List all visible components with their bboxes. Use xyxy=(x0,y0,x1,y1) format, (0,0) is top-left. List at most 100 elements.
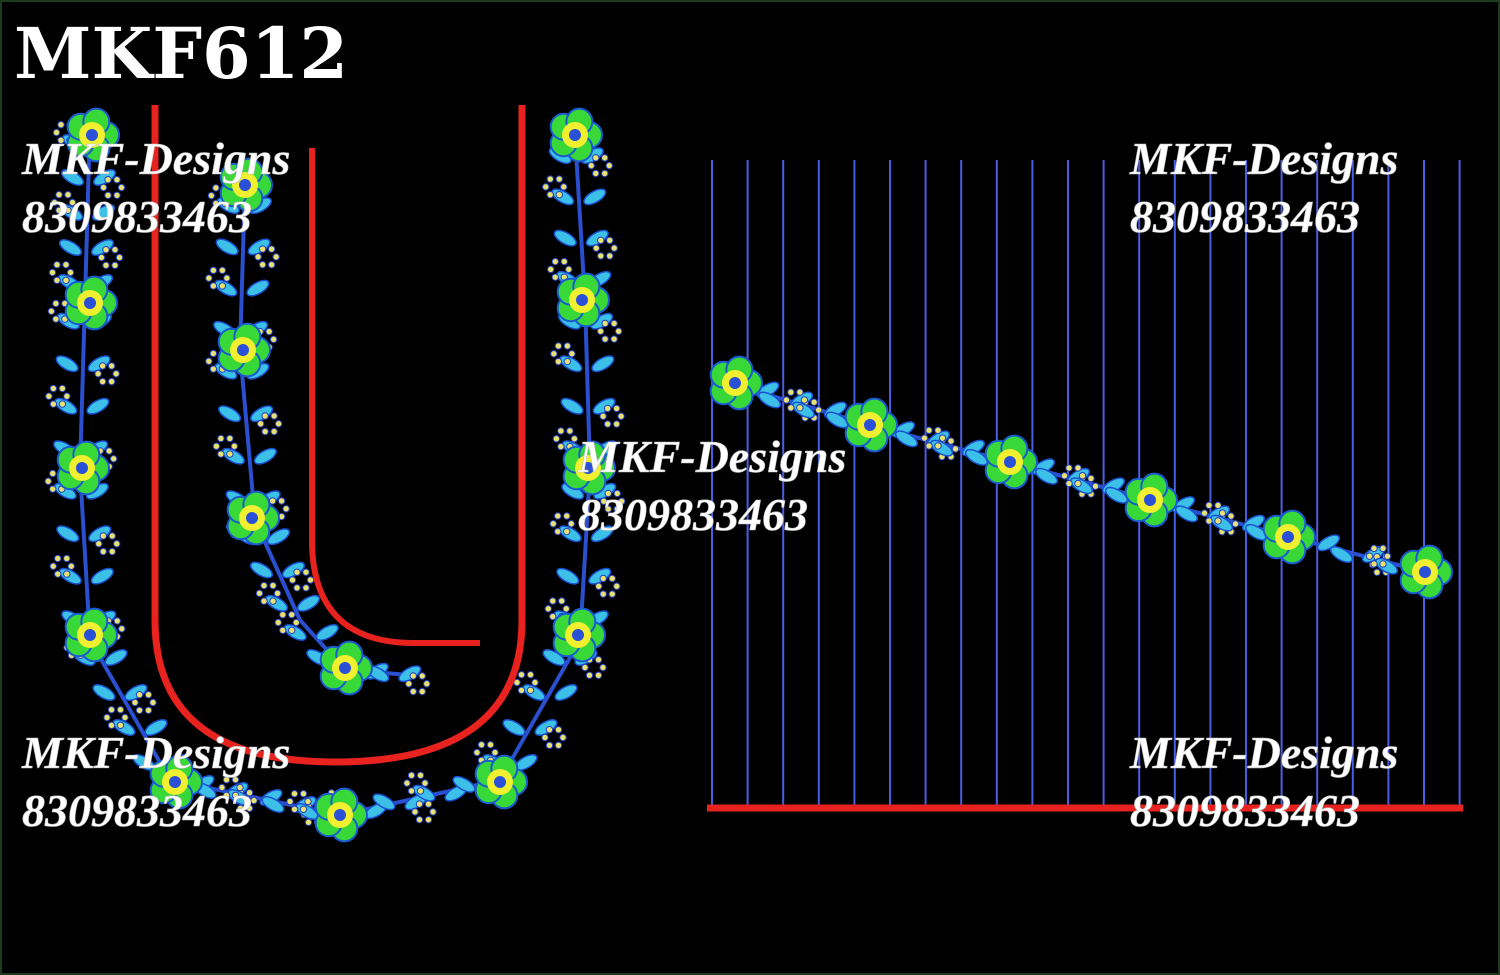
bead xyxy=(526,671,535,679)
vine xyxy=(238,184,247,351)
flower-center xyxy=(86,129,98,141)
bead xyxy=(486,741,495,749)
bead xyxy=(554,741,563,749)
leaf xyxy=(91,204,116,221)
bead xyxy=(260,597,268,605)
bead xyxy=(218,783,226,792)
bead xyxy=(814,406,823,414)
bead xyxy=(306,576,315,584)
bead xyxy=(288,611,296,619)
bead xyxy=(50,198,59,207)
bead xyxy=(256,420,265,428)
bead xyxy=(608,574,616,583)
bead xyxy=(269,335,278,344)
bead xyxy=(477,741,486,749)
bead xyxy=(599,574,607,583)
bead xyxy=(925,442,933,450)
bead xyxy=(403,779,411,787)
bead xyxy=(288,626,296,634)
design-code: MKF612 xyxy=(14,12,348,95)
bead xyxy=(269,597,277,605)
leaf xyxy=(591,355,615,373)
bead xyxy=(55,191,63,199)
bead xyxy=(473,748,481,757)
watermark-phone: 8309833463 xyxy=(1130,191,1360,242)
bead xyxy=(113,617,121,625)
leaf xyxy=(58,239,83,256)
bead xyxy=(272,253,280,261)
bead xyxy=(563,342,572,350)
bead xyxy=(429,808,437,816)
leaf xyxy=(560,397,584,415)
leaf xyxy=(86,397,110,415)
bead xyxy=(279,611,287,619)
bead xyxy=(212,184,220,192)
bead xyxy=(44,477,52,485)
bead xyxy=(570,435,579,443)
bead xyxy=(605,161,613,170)
bead xyxy=(112,370,120,378)
bead xyxy=(550,350,558,358)
flower-center xyxy=(1419,566,1431,578)
bead xyxy=(424,800,433,808)
bead xyxy=(934,442,942,450)
bead xyxy=(258,260,267,269)
bead xyxy=(102,246,110,254)
bead xyxy=(1074,479,1082,488)
leaf xyxy=(315,624,339,641)
bead xyxy=(270,427,278,436)
flower-center xyxy=(576,294,588,306)
bead xyxy=(796,388,804,396)
bead xyxy=(113,176,121,184)
watermark-phone: 8309833463 xyxy=(22,785,252,836)
bead xyxy=(557,442,565,451)
bead xyxy=(601,335,609,343)
bead xyxy=(67,562,75,570)
bead xyxy=(62,261,70,269)
bead xyxy=(1087,474,1095,483)
bead xyxy=(260,581,268,590)
bead xyxy=(55,206,63,214)
bead xyxy=(560,183,568,191)
watermark-name: MKF-Designs xyxy=(1129,727,1398,778)
bead xyxy=(517,671,526,679)
bead xyxy=(599,412,607,420)
flower-center xyxy=(239,179,251,191)
bead xyxy=(1060,472,1069,480)
flower-center xyxy=(246,512,258,524)
bead xyxy=(302,584,310,592)
bead xyxy=(118,625,126,633)
bead xyxy=(415,800,424,808)
bead xyxy=(250,796,258,805)
bead xyxy=(599,663,607,672)
bead xyxy=(222,776,231,784)
outer-neck-line xyxy=(151,105,526,766)
bead xyxy=(57,121,65,129)
leaf xyxy=(92,684,116,701)
bead xyxy=(603,404,612,413)
bead xyxy=(49,384,58,393)
bead xyxy=(554,726,563,734)
bead xyxy=(135,706,144,714)
bead xyxy=(1065,464,1073,472)
bead xyxy=(606,236,614,245)
bead xyxy=(207,191,216,200)
bead xyxy=(601,169,609,178)
bead xyxy=(58,400,67,408)
bead xyxy=(209,266,218,275)
bead xyxy=(787,404,795,412)
bead xyxy=(226,434,234,443)
bead xyxy=(293,584,301,592)
bead xyxy=(559,733,567,742)
bead xyxy=(218,266,227,275)
bead xyxy=(1200,509,1209,517)
bead xyxy=(416,787,425,795)
leaf xyxy=(372,793,396,811)
leaf xyxy=(249,561,274,579)
bead xyxy=(592,154,600,162)
bead xyxy=(597,252,605,260)
bead xyxy=(592,169,600,178)
leaf xyxy=(266,528,291,546)
bead xyxy=(217,434,225,443)
